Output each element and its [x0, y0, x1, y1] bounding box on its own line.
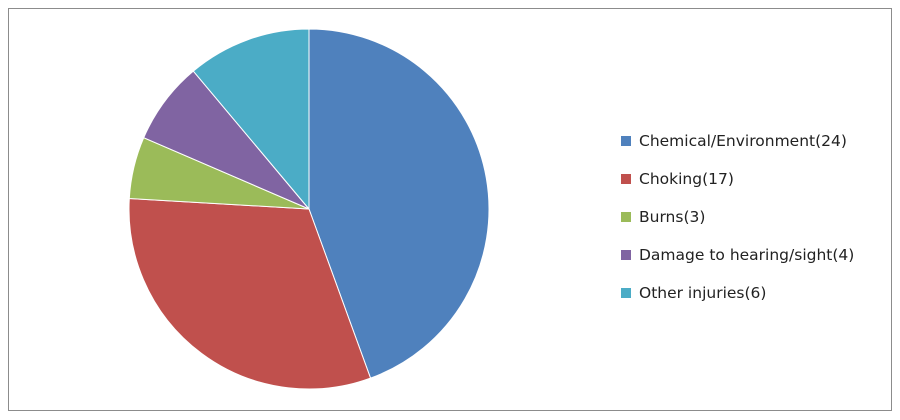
pie-slice-1 [128, 198, 372, 390]
pie-slice-0 [308, 28, 490, 379]
legend-swatch [621, 250, 631, 260]
legend-label: Chemical/Environment(24) [639, 132, 847, 150]
legend-label: Other injuries(6) [639, 284, 767, 302]
legend-item: Chemical/Environment(24) [621, 122, 854, 160]
legend-swatch [621, 212, 631, 222]
legend-item: Other injuries(6) [621, 274, 854, 312]
legend-label: Choking(17) [639, 170, 734, 188]
legend-item: Choking(17) [621, 160, 854, 198]
legend-item: Damage to hearing/sight(4) [621, 236, 854, 274]
legend-label: Damage to hearing/sight(4) [639, 246, 855, 264]
legend-label: Burns(3) [639, 208, 706, 226]
legend-item: Burns(3) [621, 198, 854, 236]
legend-swatch [621, 174, 631, 184]
legend-swatch [621, 136, 631, 146]
legend-swatch [621, 288, 631, 298]
legend: Chemical/Environment(24) Choking(17) Burns… [621, 122, 854, 312]
pie-slice-4 [192, 28, 310, 211]
